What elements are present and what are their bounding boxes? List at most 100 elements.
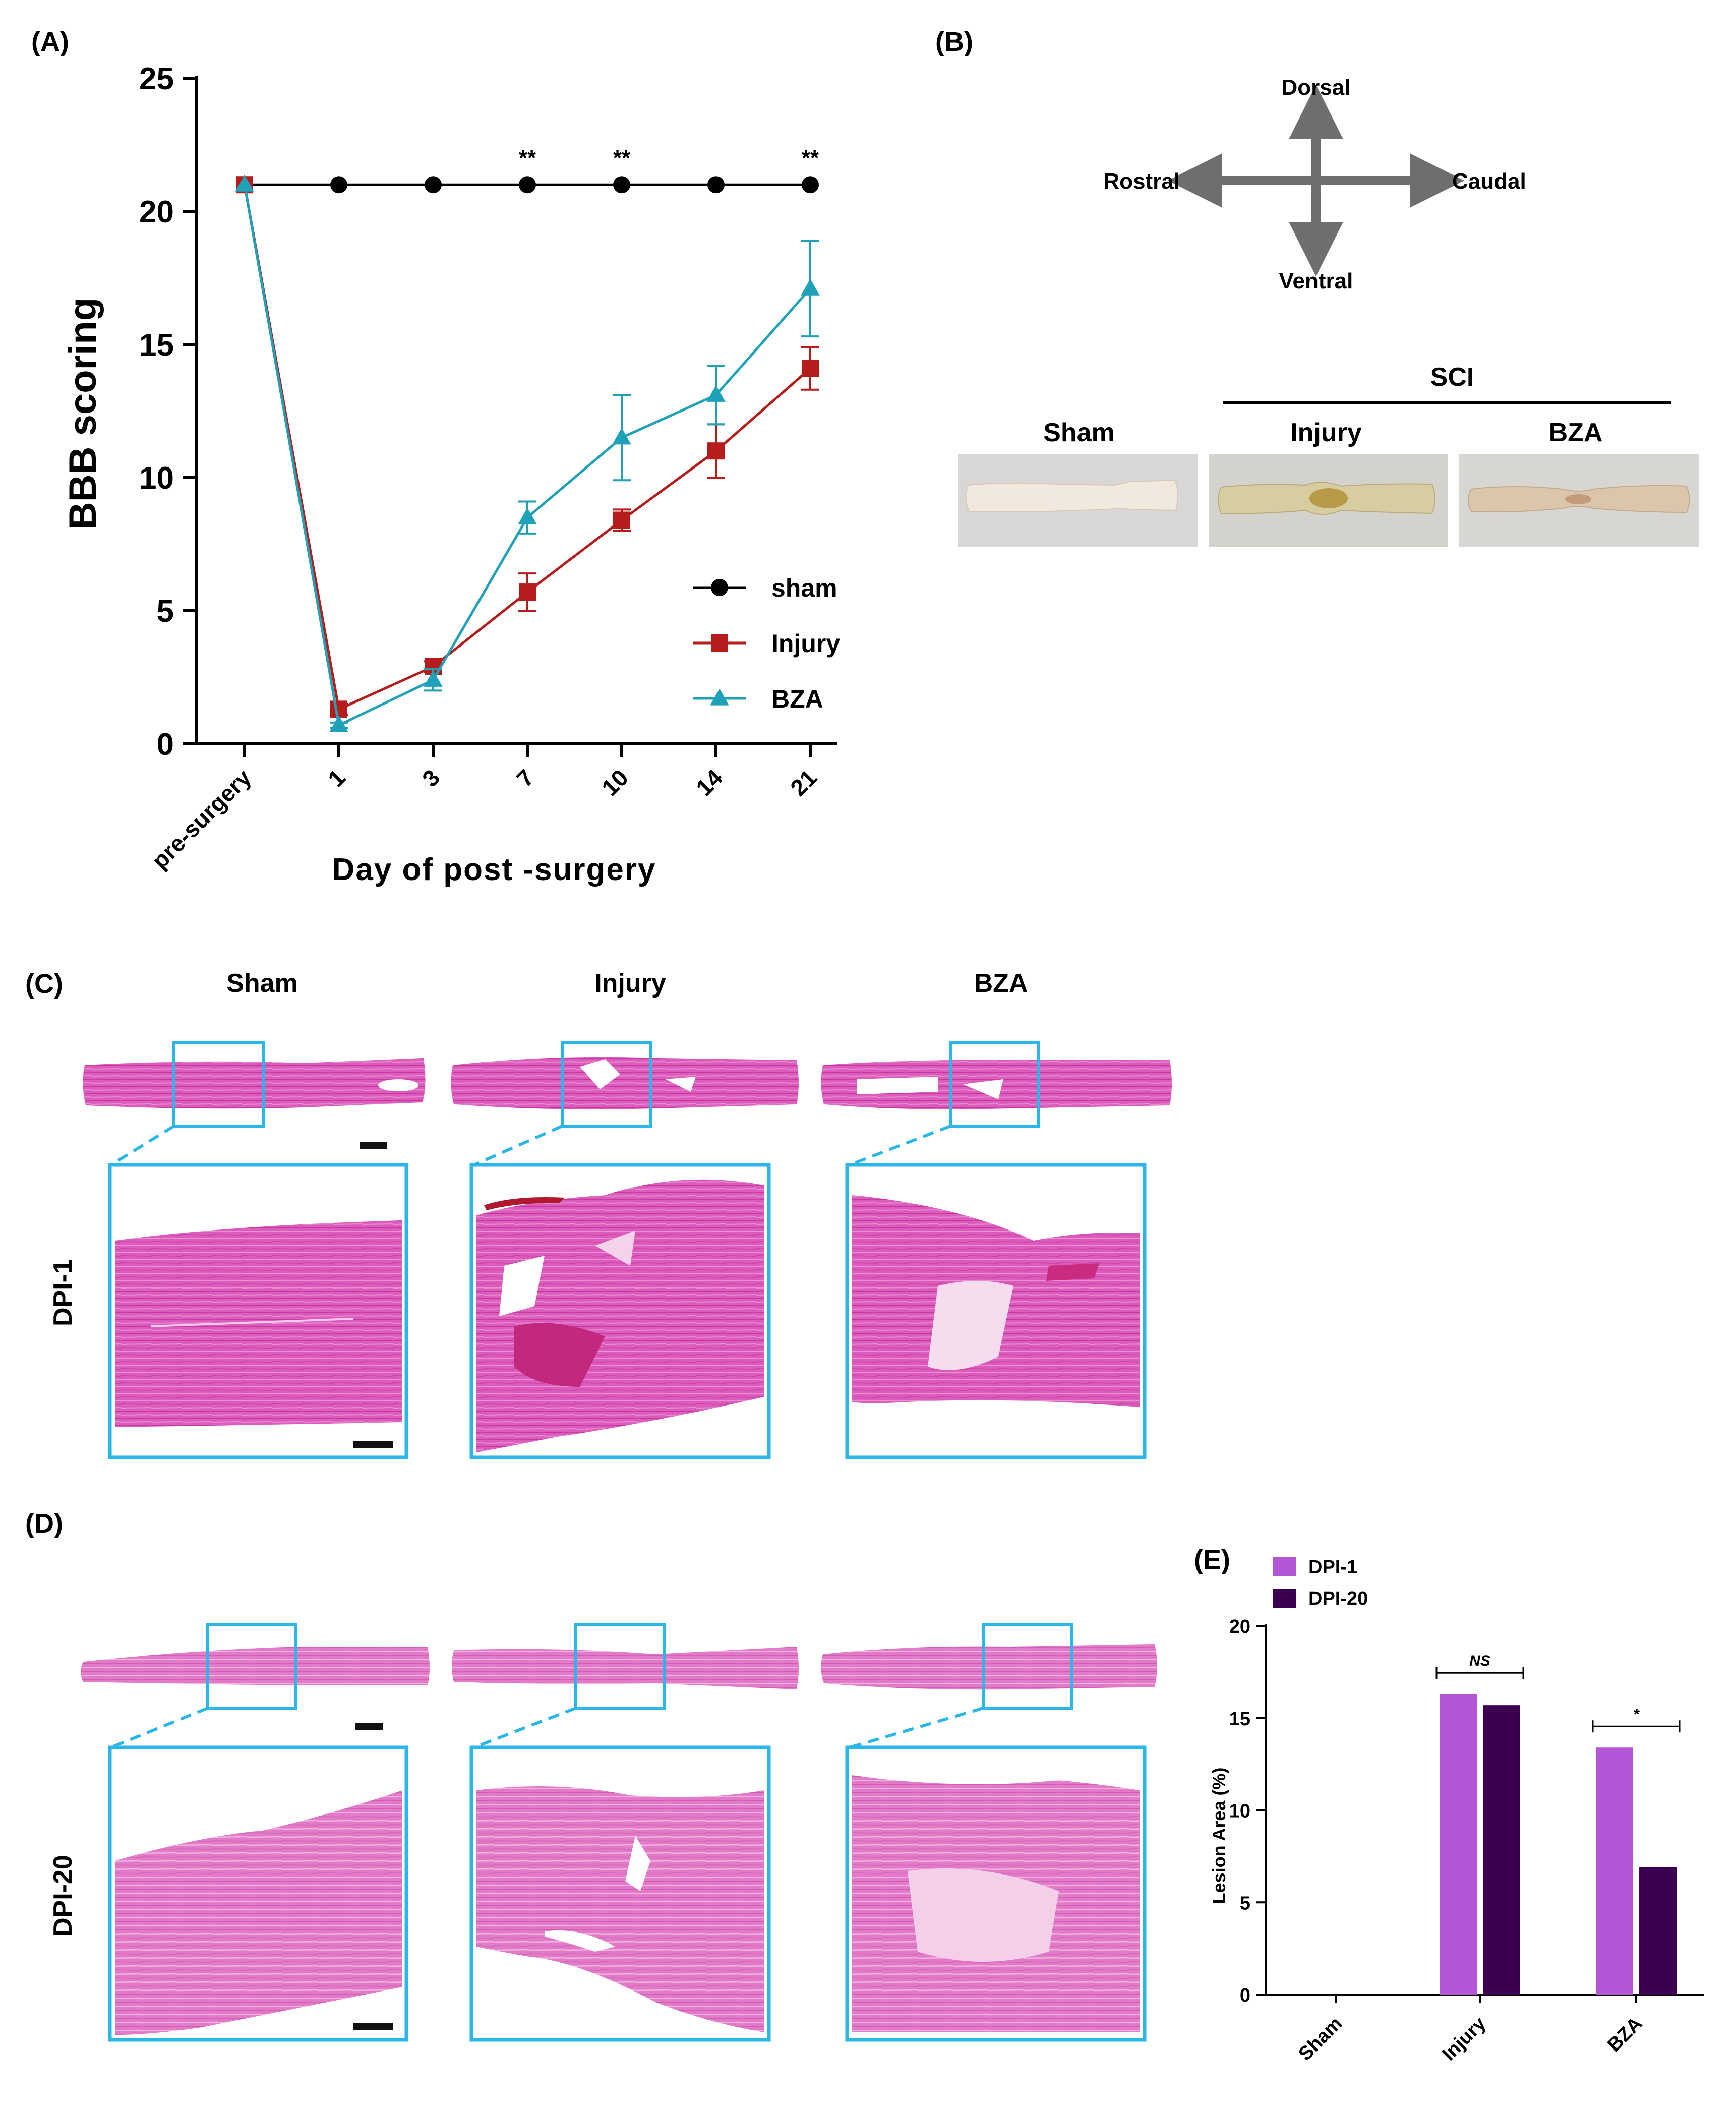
data-point-injury [330,700,347,718]
bar-chart-legend: DPI-1 DPI-20 [1273,1557,1368,1609]
legend-label-injury: Injury [771,629,840,658]
caudal-label: Caudal [1452,169,1526,194]
panel-label-c: (C) [25,969,63,999]
line-chart-series: ** ** ** [235,146,820,732]
legend-marker [711,634,728,652]
bar-chart-ylabel: Lesion Area (%) [1209,1768,1229,1904]
histo-title-bza: BZA [974,969,1028,998]
data-point-sham [707,176,725,194]
x-tick-label: Sham [1294,2013,1346,2065]
panel-label-a: (A) [31,27,69,57]
d-injury-overview [452,1623,799,1710]
c-sham-zoom [108,1125,408,1459]
x-tick-label: Injury [1439,2013,1490,2065]
y-tick-label: 5 [157,594,174,629]
data-point-sham [330,176,347,194]
lesion-bar-chart: 0 5 10 15 20 Sham Injury BZA NS * DPI-1 DPI-20 Le… [1209,1557,1704,2065]
x-tick-label: BZA [1603,2013,1646,2056]
c-sham-overview [83,1041,426,1149]
data-point-bza [706,385,726,402]
y-tick-label: 0 [157,727,174,762]
panel-label-d: (D) [25,1508,63,1539]
bar-injury-dpi-1 [1440,1694,1477,1995]
bbb-line-chart: 0 5 10 15 20 25 pre-surgery 1 3 7 10 14 21 ** ** ** sh… [62,62,840,887]
legend-label-sham: sham [771,574,837,602]
histology-figure [81,1041,1172,2042]
y-tick-label: 10 [139,461,174,496]
significance-marker: ** [802,146,819,170]
c-injury-overview [451,1041,799,1128]
x-tick-label: 7 [511,764,539,792]
panel-label-b: (B) [935,27,973,57]
data-point-bza [424,670,443,687]
dorsal-label: Dorsal [1282,75,1351,100]
bar-bza-dpi-1 [1596,1747,1633,1995]
gross-title-sham: Sham [1043,418,1115,447]
d-sham-zoom [108,1707,408,2042]
data-point-bza [518,507,537,524]
y-tick-label: 0 [1240,1985,1250,2006]
data-point-bza [612,428,631,445]
histo-title-sham: Sham [226,969,298,998]
legend-swatch-dpi-20 [1273,1589,1296,1608]
data-point-injury [519,583,536,601]
significance-marker: ** [613,146,631,170]
bar-injury-dpi-20 [1483,1705,1520,1995]
rostral-label: Rostral [1103,169,1180,194]
x-tick-label: pre-surgery [147,764,257,874]
series-line-injury [243,184,811,711]
legend-swatch-dpi-1 [1273,1557,1296,1576]
d-sham-overview [81,1623,430,1730]
y-tick-label: 10 [1229,1801,1250,1822]
significance-label: * [1633,1706,1640,1723]
d-bza-overview [821,1623,1157,1710]
data-point-bza [329,715,348,732]
data-point-injury [802,360,819,377]
data-point-bza [801,278,820,296]
line-chart-legend: sham Injury BZA [693,574,840,713]
x-tick-label: 14 [691,764,728,801]
data-point-injury [707,442,725,460]
data-point-injury [613,511,630,529]
gross-photo-injury [1209,454,1448,547]
legend-label-dpi-20: DPI-20 [1308,1588,1368,1609]
significance-label: NS [1469,1653,1490,1669]
data-point-sham [802,176,819,194]
x-tick-label: 1 [323,764,350,792]
histo-title-injury: Injury [594,969,666,998]
bar-bza-dpi-20 [1639,1867,1677,1995]
d-injury-zoom [469,1707,771,2042]
panel-label-e: (E) [1194,1545,1230,1575]
sci-group-line [1223,401,1671,404]
bar-chart-bars: NS * [1435,1653,1681,1995]
y-tick-label: 15 [1229,1709,1250,1730]
data-point-bza [235,174,254,192]
x-tick-label: 21 [785,764,822,801]
gross-photo-sham [958,454,1198,547]
x-tick-label: 10 [596,764,633,801]
legend-label-dpi-1: DPI-1 [1308,1557,1357,1578]
y-tick-label: 25 [139,62,174,96]
legend-marker [710,688,729,706]
gross-photos [958,454,1699,547]
c-bza-zoom [845,1125,1147,1459]
legend-label-bza: BZA [771,685,823,713]
c-injury-zoom [469,1125,771,1459]
legend-marker [711,579,728,596]
data-point-sham [425,176,442,194]
y-tick-label: 20 [1229,1616,1250,1637]
significance-marker: ** [519,146,536,170]
orientation-compass: Dorsal Ventral Rostral Caudal [1103,75,1526,294]
c-bza-overview [821,1041,1172,1128]
d-bza-zoom [845,1707,1147,2042]
x-tick-label: 3 [417,764,445,792]
gross-photo-bza [1459,454,1699,547]
data-point-sham [519,176,536,194]
ventral-label: Ventral [1279,269,1353,294]
y-tick-label: 5 [1240,1893,1250,1914]
gross-title-injury: Injury [1290,418,1362,447]
sci-group-header: SCI [1430,363,1474,392]
y-tick-label: 15 [139,328,174,363]
y-tick-label: 20 [139,195,174,229]
line-chart-ylabel: BBB scoring [62,298,104,530]
